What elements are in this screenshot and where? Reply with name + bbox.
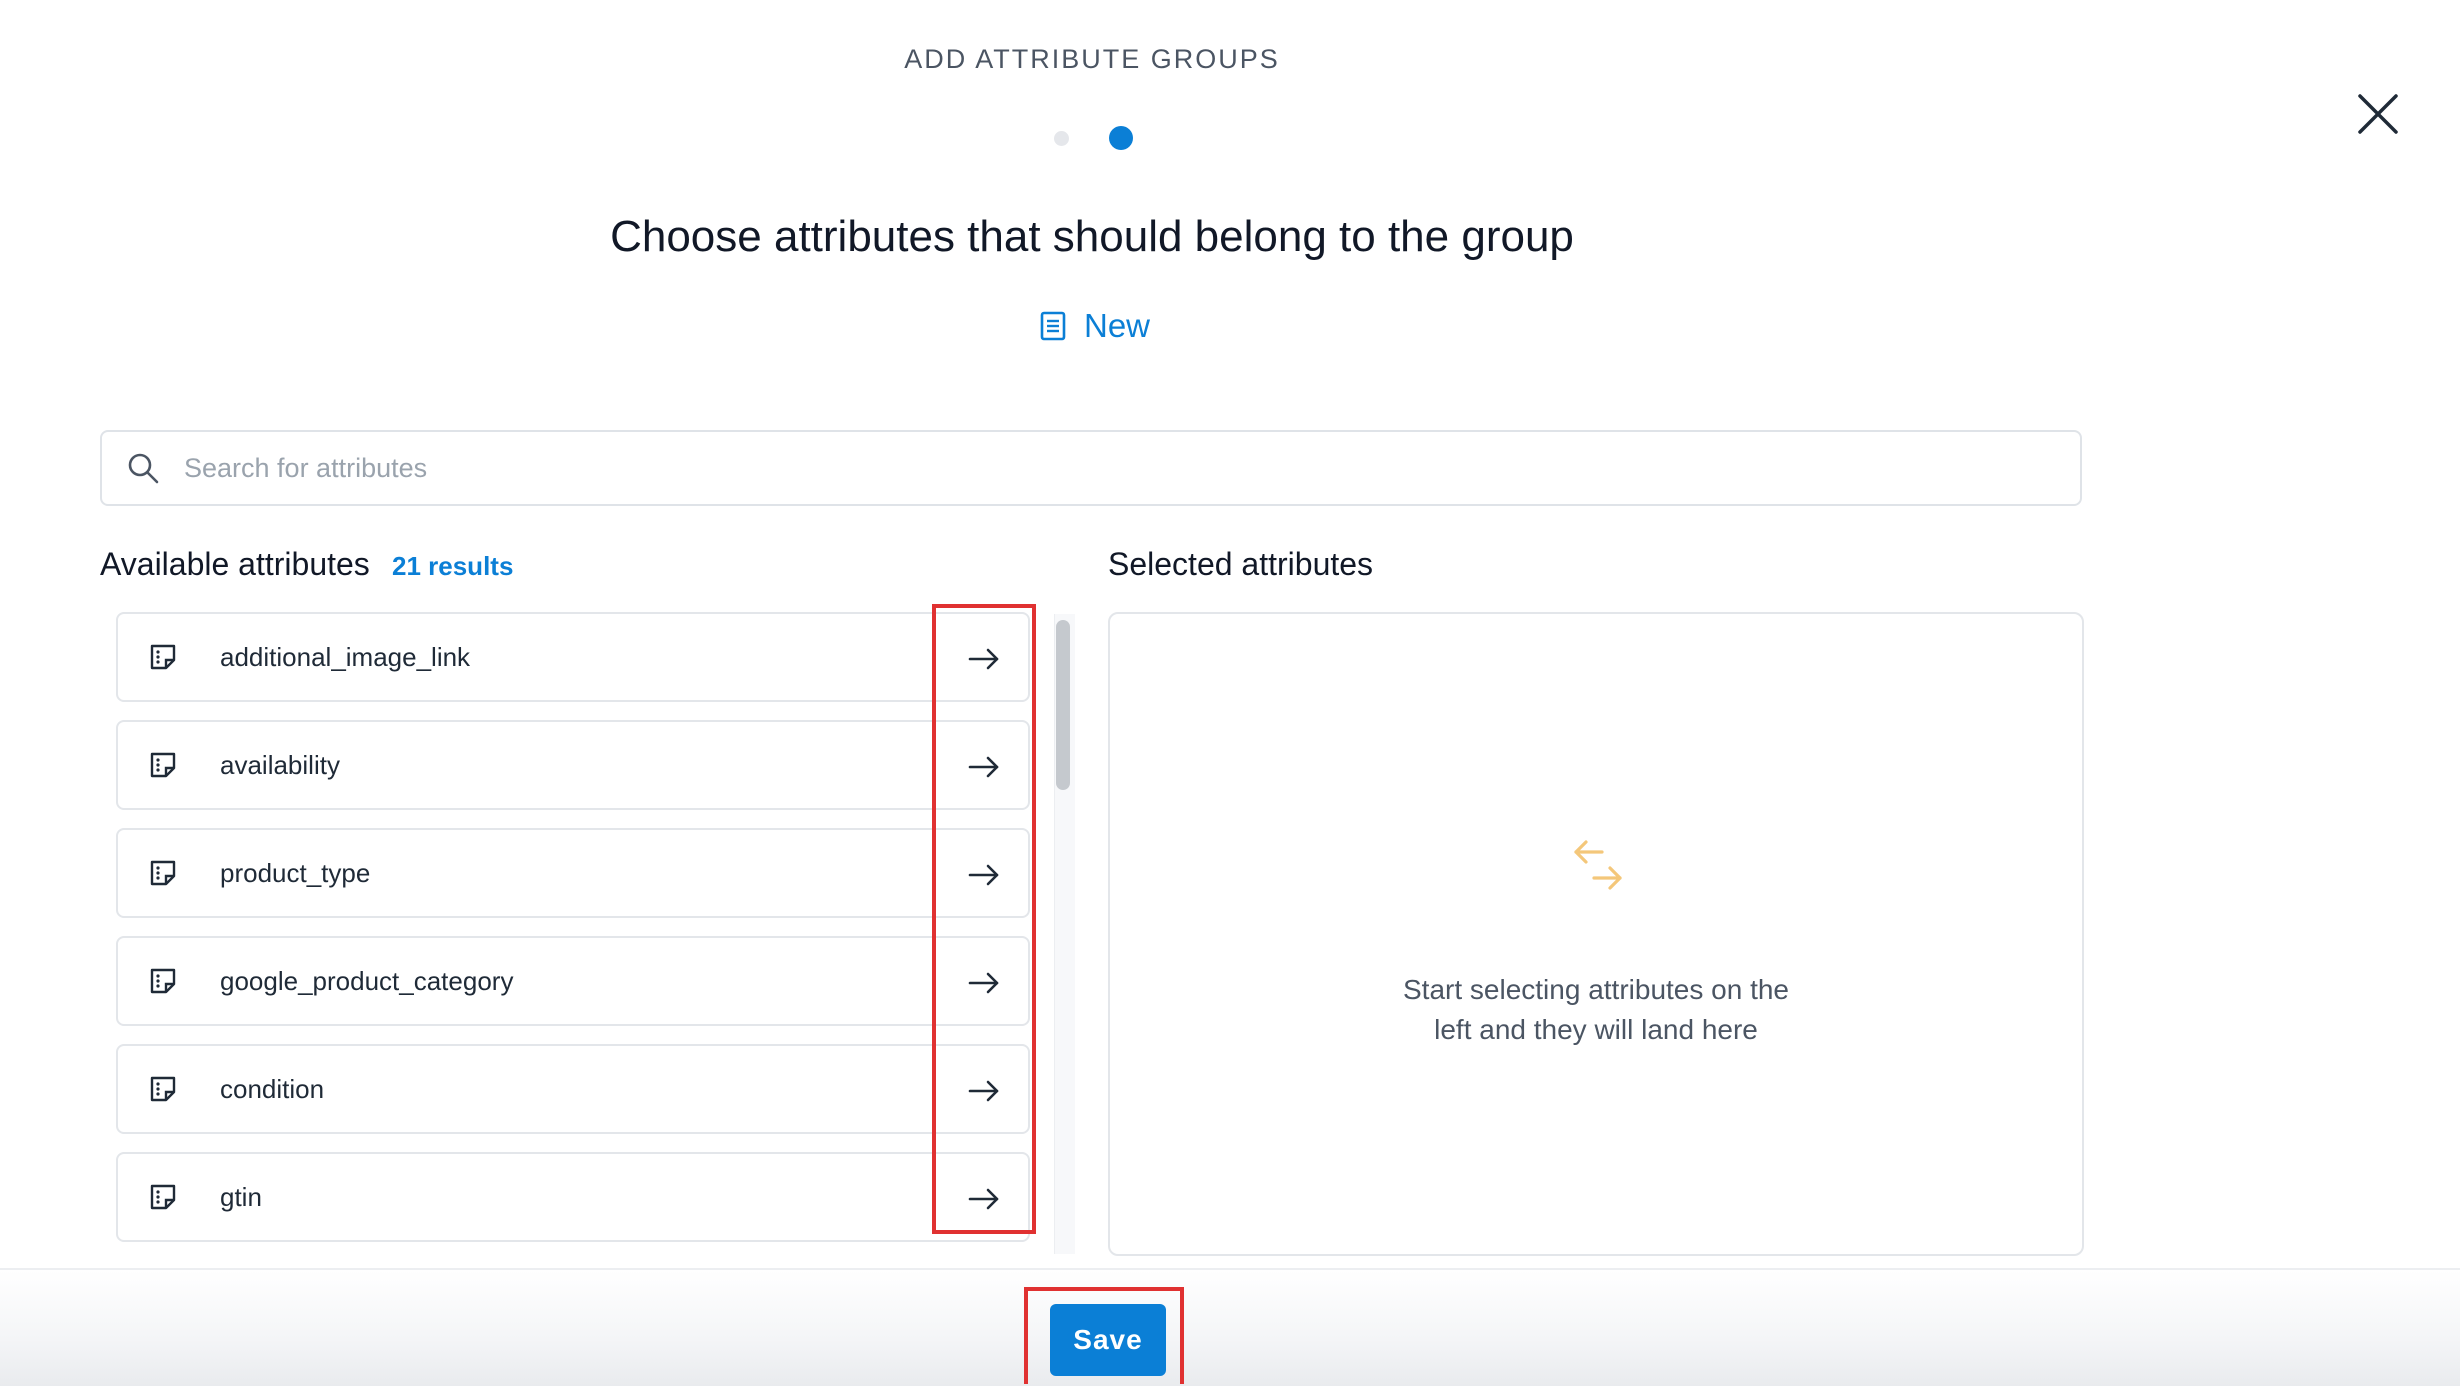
group-name-label: New bbox=[1084, 307, 1151, 344]
list-item[interactable]: condition bbox=[116, 1044, 1030, 1134]
swap-arrows-icon bbox=[1574, 840, 1622, 890]
highlight-box-arrow-buttons bbox=[932, 604, 1036, 1234]
attribute-label: availability bbox=[220, 749, 340, 780]
search-box[interactable] bbox=[100, 430, 2082, 506]
attribute-label: product_type bbox=[220, 857, 371, 888]
search-icon bbox=[128, 453, 159, 484]
list-item[interactable]: gtin bbox=[116, 1152, 1030, 1242]
step-indicator bbox=[1054, 126, 1133, 150]
highlight-box-save-button bbox=[1024, 1287, 1184, 1384]
available-attributes-title: Available attributes bbox=[100, 546, 370, 582]
list-item[interactable]: availability bbox=[116, 720, 1030, 810]
arrow-right-icon[interactable] bbox=[960, 851, 1008, 899]
list-item[interactable]: product_type bbox=[116, 828, 1030, 918]
arrow-right-icon[interactable] bbox=[960, 1175, 1008, 1223]
arrow-right-icon[interactable] bbox=[960, 743, 1008, 791]
step-dot-1[interactable] bbox=[1054, 130, 1069, 146]
list-item[interactable]: additional_image_link bbox=[116, 612, 1030, 702]
close-icon[interactable] bbox=[2354, 90, 2402, 138]
empty-state-message: Start selecting attributes on the left a… bbox=[1108, 970, 2084, 1050]
footer-bar bbox=[0, 1268, 2460, 1386]
wizard-title: ADD ATTRIBUTE GROUPS bbox=[904, 44, 1280, 74]
save-button[interactable]: Save bbox=[1050, 1304, 1166, 1376]
arrow-right-icon[interactable] bbox=[960, 959, 1008, 1007]
search-input[interactable] bbox=[182, 451, 2080, 485]
list-item[interactable]: google_product_category bbox=[116, 936, 1030, 1026]
attribute-type-icon bbox=[150, 1076, 176, 1102]
attribute-type-icon bbox=[150, 644, 176, 670]
empty-state-line-2: left and they will land here bbox=[1434, 1014, 1758, 1045]
page-heading: Choose attributes that should belong to … bbox=[610, 212, 1574, 261]
selected-attributes-panel bbox=[1108, 612, 2084, 1256]
attribute-label: google_product_category bbox=[220, 965, 514, 996]
attribute-type-icon bbox=[150, 860, 176, 886]
empty-state-line-1: Start selecting attributes on the bbox=[1403, 974, 1789, 1005]
attribute-label: additional_image_link bbox=[220, 641, 471, 672]
attribute-type-icon bbox=[150, 752, 176, 778]
attribute-type-icon bbox=[150, 1184, 176, 1210]
document-icon bbox=[1040, 311, 1066, 341]
step-dot-2-active bbox=[1109, 126, 1133, 150]
attribute-type-icon bbox=[150, 968, 176, 994]
arrow-right-icon[interactable] bbox=[960, 635, 1008, 683]
selected-attributes-title: Selected attributes bbox=[1108, 546, 1374, 582]
attribute-label: condition bbox=[220, 1073, 325, 1104]
attribute-label: gtin bbox=[220, 1181, 262, 1212]
scrollbar-thumb[interactable] bbox=[1056, 620, 1070, 790]
results-count: 21 results bbox=[392, 551, 514, 581]
arrow-right-icon[interactable] bbox=[960, 1067, 1008, 1115]
group-name-link[interactable]: New bbox=[1038, 306, 1150, 346]
